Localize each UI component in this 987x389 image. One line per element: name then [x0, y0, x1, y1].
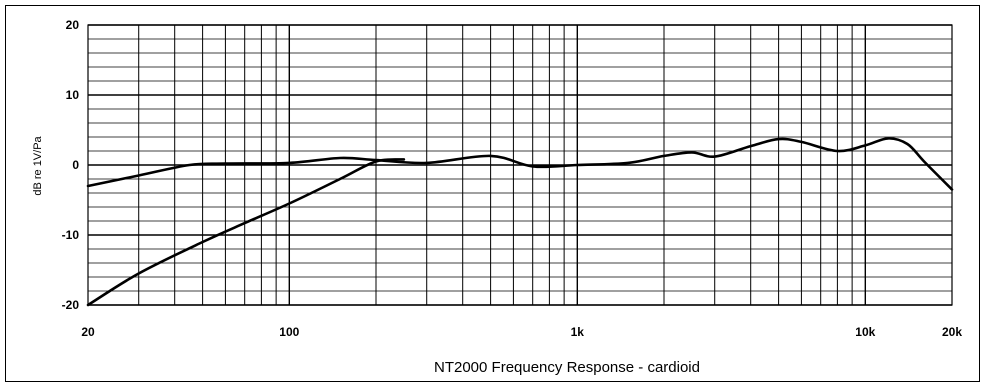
x-tick-label: 20	[81, 325, 95, 339]
y-axis-title: dB re 1V/Pa	[32, 135, 44, 195]
x-axis-title: NT2000 Frequency Response - cardioid	[434, 359, 700, 376]
plot-border	[87, 24, 953, 306]
series-layer	[86, 137, 954, 307]
y-tick-label: -20	[62, 298, 80, 312]
x-tick-label: 100	[279, 325, 299, 339]
series-line-2	[86, 158, 406, 307]
series-line-1	[86, 137, 954, 191]
x-tick-label: 10k	[855, 325, 875, 339]
x-tick-label: 20k	[942, 325, 962, 339]
y-tick-label: 20	[66, 18, 80, 32]
x-tick-label: 1k	[571, 325, 585, 339]
y-tick-label: 0	[72, 158, 79, 172]
y-tick-label: 10	[66, 88, 80, 102]
chart-frame	[5, 5, 980, 382]
grid-layer	[87, 24, 953, 306]
y-tick-label: -10	[62, 228, 80, 242]
